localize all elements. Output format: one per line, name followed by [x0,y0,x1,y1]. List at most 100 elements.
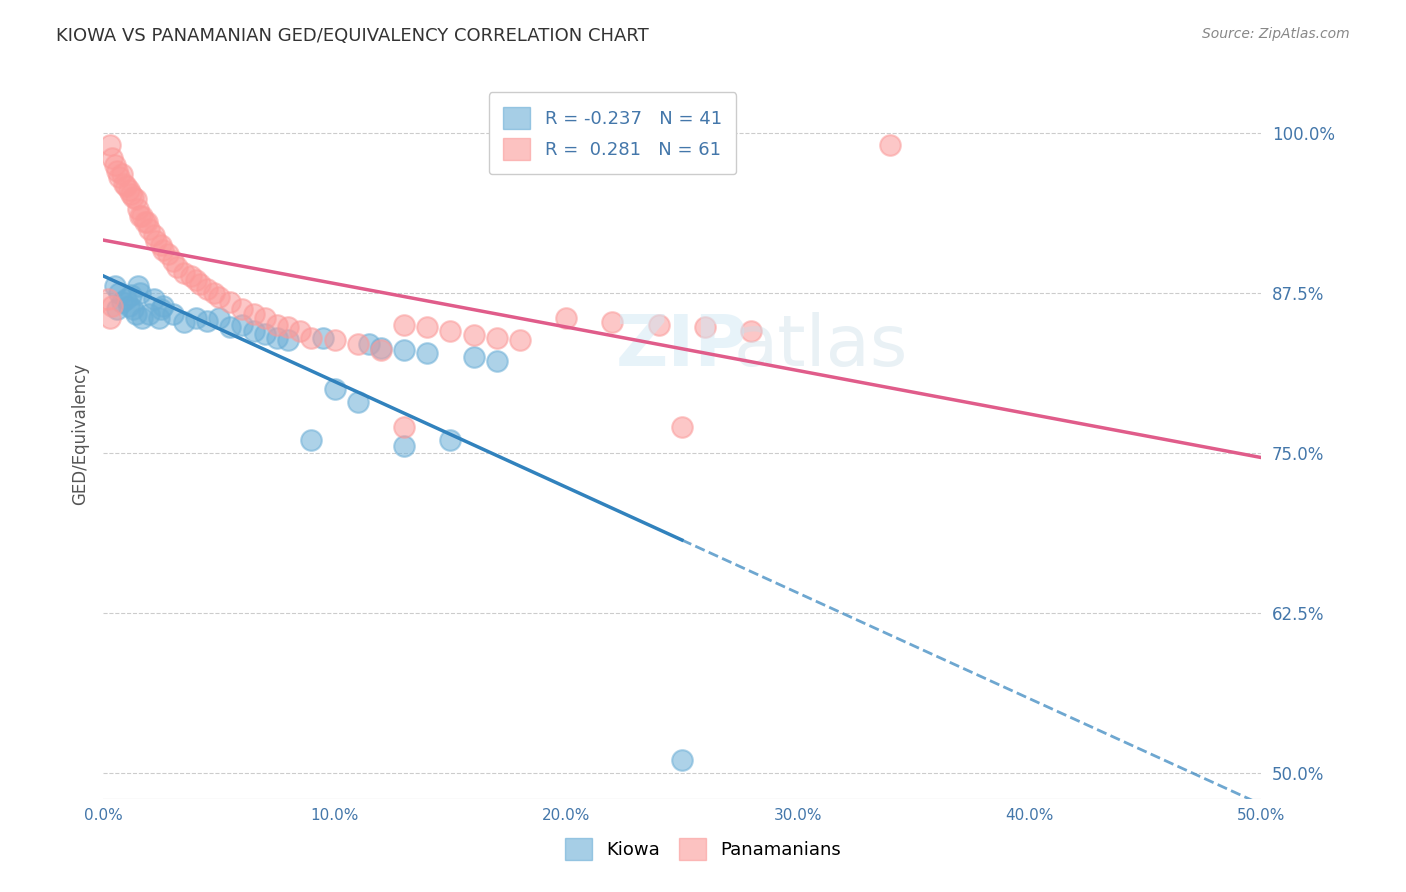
Point [105,302,128,317]
Point [602,315,624,329]
Point [266,318,288,332]
Y-axis label: GED/Equivalency: GED/Equivalency [72,362,89,505]
Point [138,308,160,322]
Legend: R = -0.237   N = 41, R =  0.281   N = 61: R = -0.237 N = 41, R = 0.281 N = 61 [489,92,737,174]
Point [117,183,139,197]
Point [301,330,323,344]
Point [208,311,231,326]
Point [231,318,253,332]
Point [219,294,242,309]
Point [242,308,264,322]
Point [184,273,207,287]
Point [392,440,415,454]
Point [124,308,146,322]
Point [242,324,264,338]
Point [202,285,225,300]
Point [555,311,578,326]
Point [190,277,212,291]
Point [463,350,485,364]
Point [312,330,335,344]
Point [671,753,693,767]
Point [152,299,174,313]
Point [101,151,124,165]
Text: atlas: atlas [734,311,908,381]
Point [254,326,277,341]
Point [301,433,323,447]
Point [288,324,311,338]
Point [740,324,762,338]
Point [485,330,508,344]
Point [346,337,368,351]
Point [111,167,134,181]
Point [173,267,195,281]
Point [120,288,142,302]
Point [145,235,167,249]
Legend: Kiowa, Panamanians: Kiowa, Panamanians [551,823,855,874]
Point [156,247,179,261]
Point [266,330,288,344]
Point [439,433,461,447]
Point [392,420,415,434]
Point [392,318,415,332]
Point [150,302,173,317]
Point [108,170,131,185]
Point [124,192,146,206]
Point [122,189,145,203]
Point [463,328,485,343]
Point [184,311,207,326]
Point [127,202,149,217]
Point [98,138,121,153]
Point [104,279,127,293]
Point [148,311,170,326]
Point [416,346,439,360]
Point [150,238,173,252]
Point [392,343,415,358]
Point [117,299,139,313]
Point [104,158,127,172]
Point [277,333,299,347]
Point [120,187,142,202]
Point [112,177,135,191]
Point [129,209,152,223]
Point [98,311,121,326]
Point [127,279,149,293]
Text: KIOWA VS PANAMANIAN GED/EQUIVALENCY CORRELATION CHART: KIOWA VS PANAMANIAN GED/EQUIVALENCY CORR… [56,27,650,45]
Point [195,314,218,328]
Point [195,282,218,296]
Point [105,164,128,178]
Point [134,215,156,229]
Point [152,244,174,258]
Point [693,320,716,334]
Point [370,341,392,355]
Point [129,285,152,300]
Point [108,285,131,300]
Point [138,221,160,235]
Point [277,320,299,334]
Point [671,420,693,434]
Point [131,209,153,223]
Text: ZIP: ZIP [616,311,748,381]
Point [97,292,120,306]
Point [439,324,461,338]
Point [131,311,153,326]
Point [509,333,531,347]
Point [879,138,901,153]
Point [485,353,508,368]
Point [219,320,242,334]
Point [101,299,124,313]
Point [166,260,188,274]
Point [173,315,195,329]
Point [323,333,346,347]
Point [180,268,202,283]
Point [254,311,277,326]
Point [143,228,166,243]
Point [162,253,184,268]
Point [115,179,138,194]
Point [648,318,671,332]
Point [115,292,138,306]
Point [323,382,346,396]
Point [359,337,381,351]
Point [231,302,253,317]
Point [162,308,184,322]
Point [111,294,134,309]
